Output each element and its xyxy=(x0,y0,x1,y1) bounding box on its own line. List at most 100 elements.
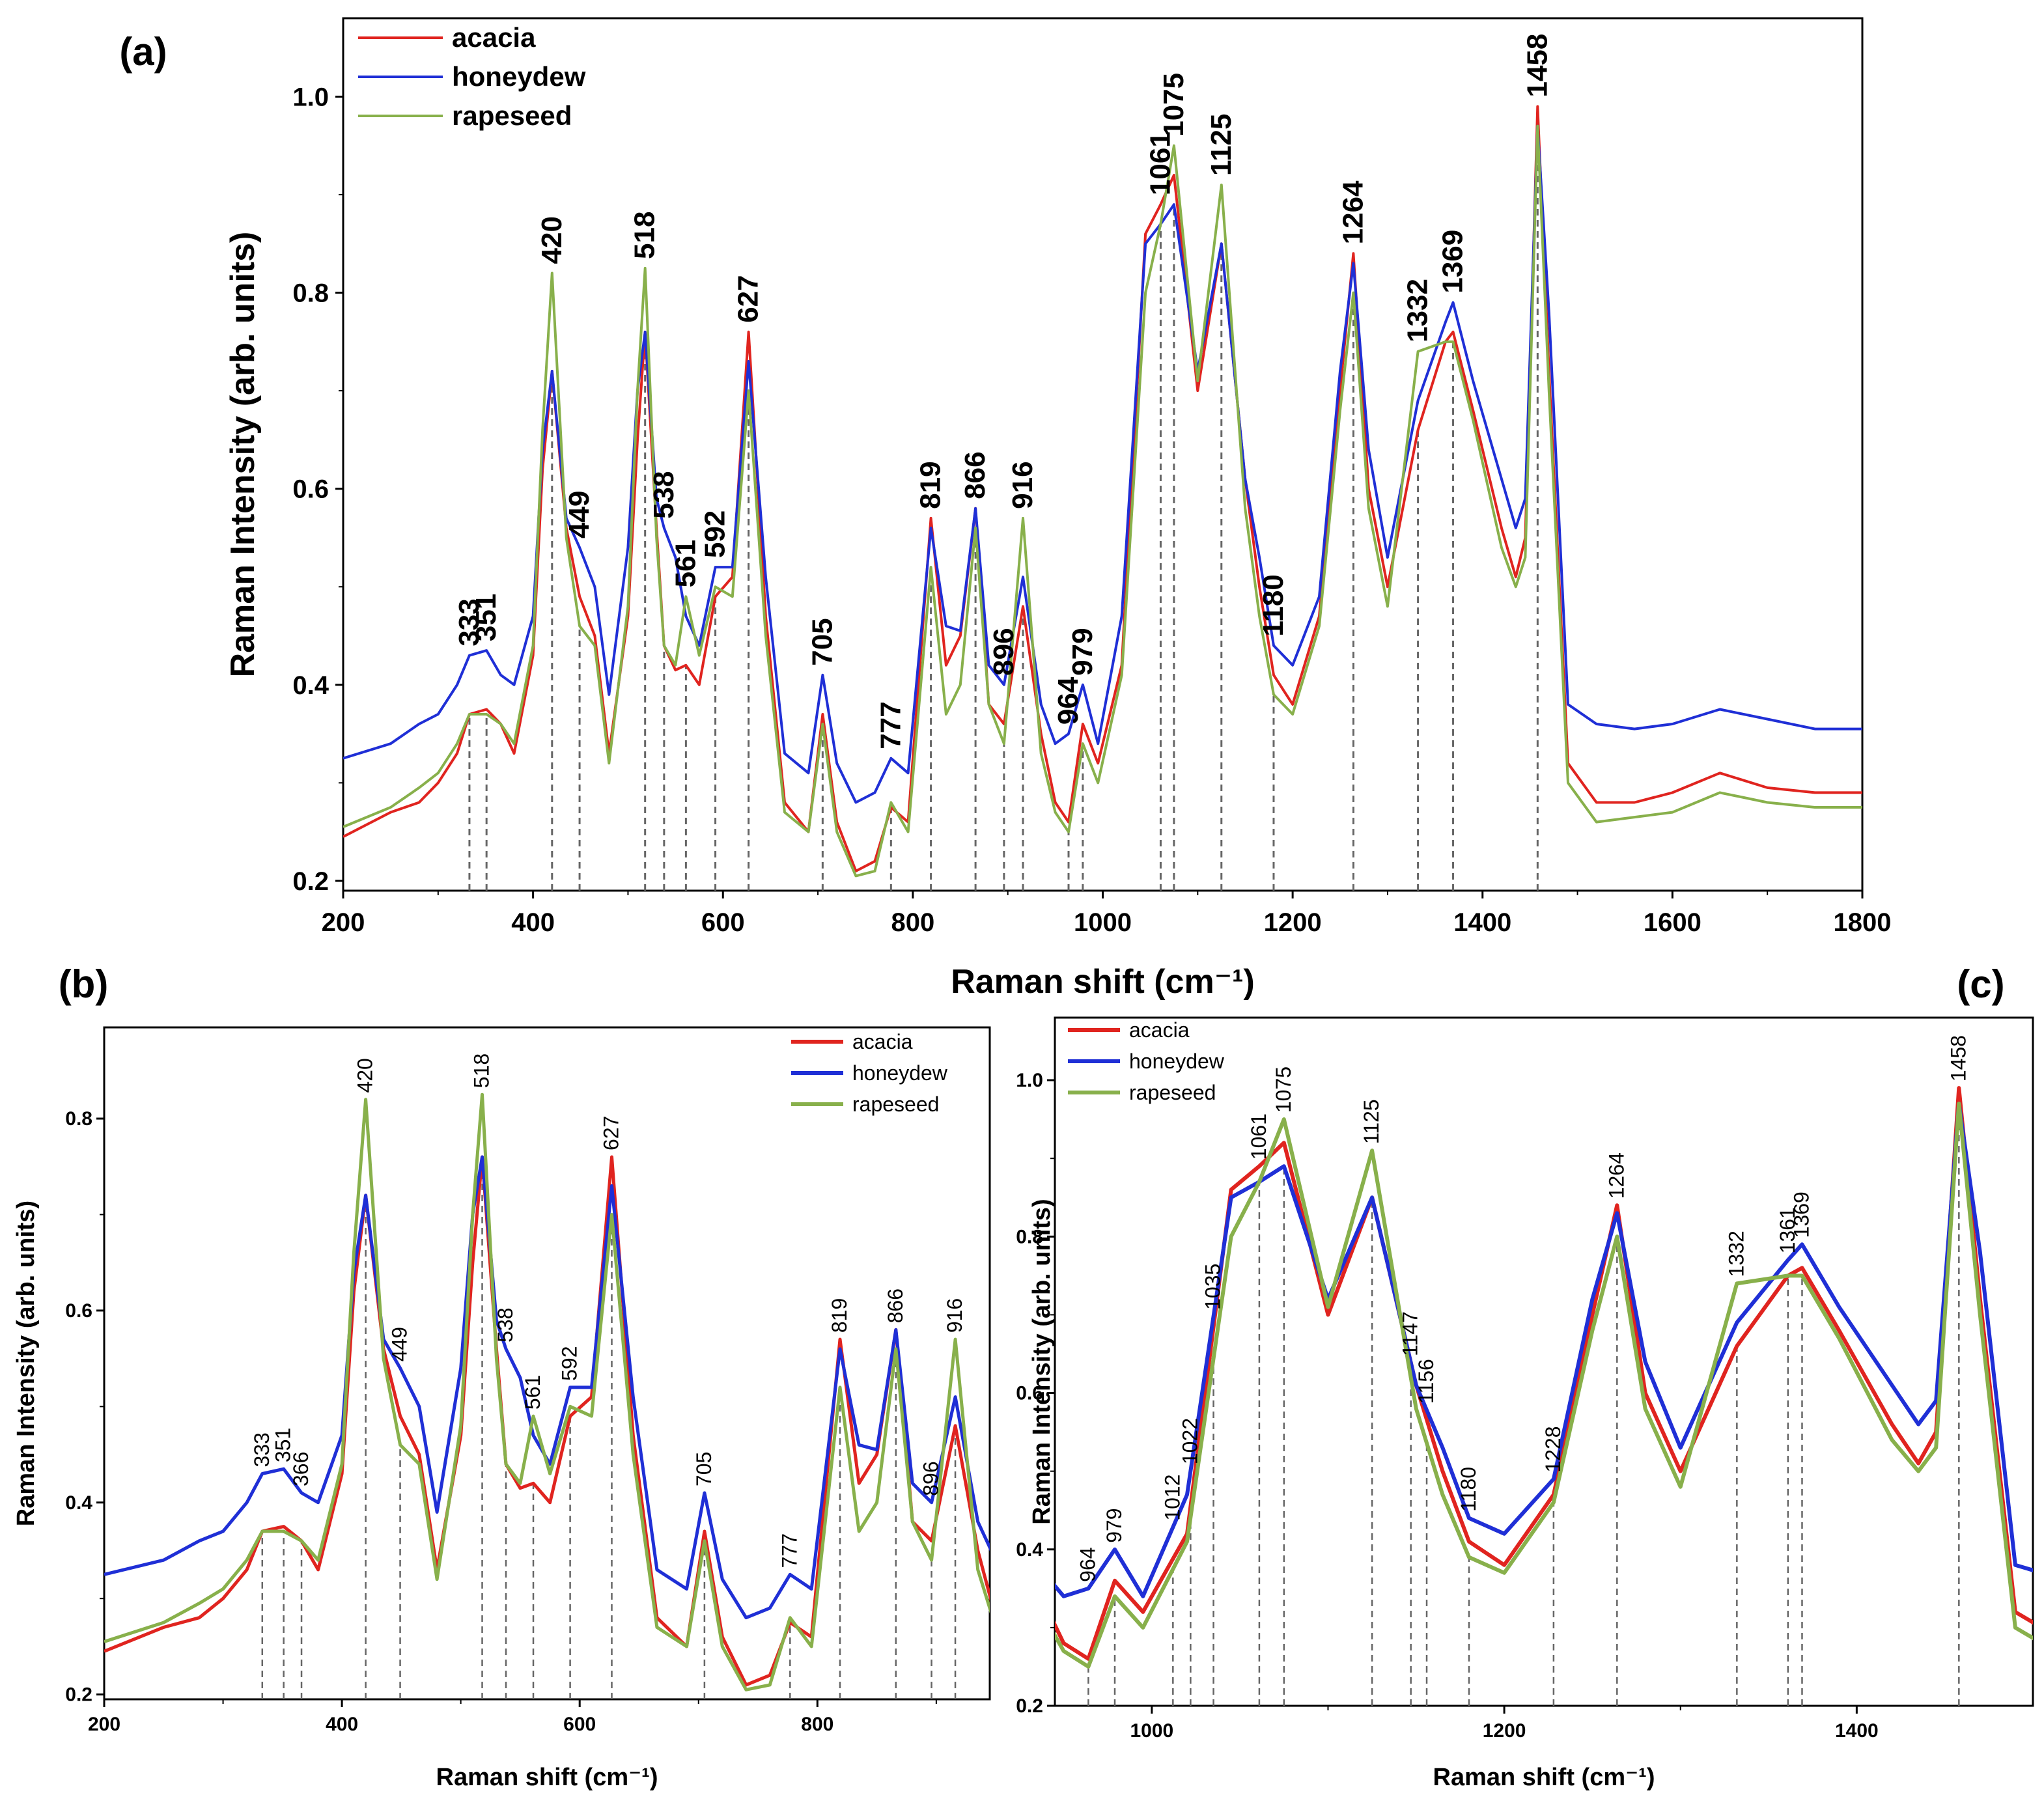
peak-label: 538 xyxy=(494,1307,517,1342)
peak-label: 705 xyxy=(806,618,838,665)
x-tick-label: 800 xyxy=(801,1714,833,1735)
curves xyxy=(1055,1086,2033,1669)
peak-label: 518 xyxy=(629,212,661,259)
peak-label: 866 xyxy=(959,451,991,499)
y-tick-label: 0.8 xyxy=(65,1108,92,1130)
legend: acacia honeydew rapeseed xyxy=(358,22,586,131)
x-axis-title: Raman shift (cm⁻¹) xyxy=(1433,1764,1655,1791)
peak-label: 538 xyxy=(648,471,680,518)
y-tick-label: 0.4 xyxy=(1016,1539,1043,1561)
panel-a: 200 400 600 800 1000 1200 1400 1600 1800 0.2 0.4 0.… xyxy=(119,17,1891,1001)
y-axis-title: Raman Intensity (arb. units) xyxy=(12,1201,40,1526)
peak-label: 979 xyxy=(1067,628,1099,675)
series-line-rapeseed xyxy=(1055,1102,2033,1669)
peak-label: 1369 xyxy=(1437,230,1469,294)
peak-label: 351 xyxy=(272,1428,295,1462)
peak-label: 627 xyxy=(733,275,764,322)
series-line-rapeseed xyxy=(343,124,1862,878)
x-tick-label: 200 xyxy=(322,908,365,937)
peak-label: 449 xyxy=(388,1327,412,1361)
y-axis-title: Raman Intensity (arb. units) xyxy=(1028,1199,1056,1524)
series-line-rapeseed xyxy=(104,1092,990,1691)
x-tick-label: 1400 xyxy=(1453,908,1511,937)
panel-label-a: (a) xyxy=(119,30,167,74)
peak-label: 1125 xyxy=(1205,113,1237,175)
peak-label: 1332 xyxy=(1724,1231,1748,1277)
y-tick-label: 0.6 xyxy=(1016,1383,1043,1404)
y-tick-label: 0.2 xyxy=(1016,1695,1043,1717)
y-tick-label: 1.0 xyxy=(292,83,329,111)
x-tick-label: 1200 xyxy=(1483,1720,1526,1742)
peak-label: 916 xyxy=(943,1298,966,1333)
peak-label: 916 xyxy=(1007,461,1039,508)
y-tick-label: 0.8 xyxy=(292,279,329,308)
peak-label: 1180 xyxy=(1257,574,1289,636)
peak-label: 1075 xyxy=(1158,73,1190,137)
series-line-acacia xyxy=(1055,1086,2033,1661)
peak-label: 1035 xyxy=(1201,1264,1225,1310)
y-tick-label: 0.4 xyxy=(65,1492,92,1514)
peak-label: 1180 xyxy=(1457,1467,1480,1512)
y-axis-title: Raman Intensity (arb. units) xyxy=(224,232,262,678)
x-tick-label: 600 xyxy=(701,908,745,937)
peak-label: 333 xyxy=(250,1432,273,1467)
peak-label: 627 xyxy=(599,1116,623,1150)
peak-label: 896 xyxy=(919,1461,943,1496)
legend-label-acacia: acacia xyxy=(1129,1018,1190,1042)
peak-label: 351 xyxy=(470,594,502,641)
plot-frame xyxy=(103,1026,991,1701)
x-axis-title: Raman shift (cm⁻¹) xyxy=(436,1764,658,1791)
peak-label: 1264 xyxy=(1337,180,1369,244)
legend-label-acacia: acacia xyxy=(852,1030,913,1053)
peak-markers xyxy=(261,1157,957,1699)
x-tick-label: 600 xyxy=(563,1714,596,1735)
peak-label: 1012 xyxy=(1160,1474,1184,1520)
peak-label: 1061 xyxy=(1247,1113,1270,1160)
y-tick-label: 0.2 xyxy=(292,867,329,896)
x-tick-label: 1600 xyxy=(1644,908,1701,937)
peak-label: 896 xyxy=(988,628,1020,675)
peak-label: 979 xyxy=(1102,1508,1126,1542)
panel-label-c: (c) xyxy=(1957,962,2004,1006)
x-tick-label: 1200 xyxy=(1264,908,1322,937)
peak-label: 1156 xyxy=(1414,1359,1438,1404)
y-tick-label: 0.4 xyxy=(292,671,329,700)
series-line-honeydew xyxy=(343,124,1862,804)
legend-label-rapeseed: rapeseed xyxy=(1129,1081,1216,1104)
x-tick-label: 1400 xyxy=(1835,1720,1879,1742)
legend-label-acacia: acacia xyxy=(452,22,536,53)
peak-label: 705 xyxy=(692,1452,716,1486)
x-tick-label: 1000 xyxy=(1130,1720,1173,1742)
peak-label: 1061 xyxy=(1144,132,1176,195)
peak-label: 866 xyxy=(884,1288,907,1323)
x-tick-label: 1000 xyxy=(1074,908,1132,937)
peak-label: 1022 xyxy=(1178,1418,1201,1464)
peak-label: 420 xyxy=(536,216,568,264)
peak-label: 964 xyxy=(1076,1547,1099,1581)
peak-label: 1228 xyxy=(1541,1426,1565,1472)
peak-label: 561 xyxy=(669,540,701,587)
series-line-honeydew xyxy=(1055,1102,2033,1598)
peak-markers xyxy=(1087,1104,1960,1706)
peak-label: 1075 xyxy=(1272,1066,1295,1113)
curves xyxy=(343,105,1862,878)
peak-label: 777 xyxy=(875,701,906,749)
peak-label: 1264 xyxy=(1604,1152,1628,1199)
x-tick-label: 200 xyxy=(88,1714,120,1735)
y-tick-label: 0.2 xyxy=(65,1684,92,1706)
x-axis-title: Raman shift (cm⁻¹) xyxy=(951,963,1255,1001)
legend-label-rapeseed: rapeseed xyxy=(852,1092,939,1116)
peak-label: 1361 xyxy=(1776,1207,1799,1253)
plot-frame xyxy=(1054,1016,2034,1707)
peak-label: 449 xyxy=(563,491,595,538)
legend: acacia honeydew rapeseed xyxy=(791,1030,948,1116)
series-line-honeydew xyxy=(104,1155,990,1620)
y-tick-label: 0.6 xyxy=(65,1300,92,1322)
panel-label-b: (b) xyxy=(59,962,109,1006)
legend-label-honeydew: honeydew xyxy=(452,61,586,92)
peak-markers xyxy=(468,126,1539,891)
peak-label: 333 xyxy=(453,598,485,646)
y-tick-label: 0.8 xyxy=(1016,1226,1043,1247)
